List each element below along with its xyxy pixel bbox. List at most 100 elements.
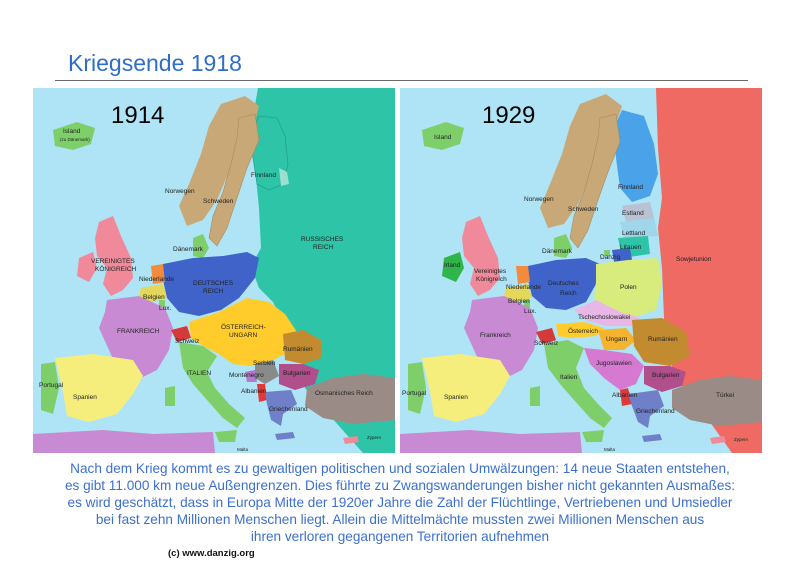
label-poland-1929: Polen	[620, 284, 637, 291]
label-austria-1914-b: UNGARN	[229, 332, 258, 339]
region-germany	[528, 258, 600, 310]
label-soviet-union-1929: Sowjetunion	[676, 256, 712, 263]
region-sweden	[569, 113, 621, 249]
region-aland	[279, 168, 289, 186]
label-montenegro-1914: Montenegro	[229, 372, 264, 379]
map-1914: 1914 Island (zu Dänemark) Norwegen Schwe…	[33, 88, 395, 453]
label-italy-1929: Italien	[560, 374, 578, 381]
region-sardinia	[165, 386, 175, 406]
caption-line: es wird geschätzt, dass in Europa Mitte …	[67, 495, 733, 510]
region-sardinia	[530, 386, 540, 406]
label-germany-1929-b: Reich	[560, 290, 577, 297]
label-russia-1914-a: RUSSISCHES	[301, 236, 344, 243]
map-1914-svg	[33, 88, 395, 453]
region-uk	[462, 216, 500, 296]
caption-text: Nach dem Krieg kommt es zu gewaltigen po…	[14, 460, 786, 545]
label-ottoman-1914: Osmanisches Reich	[315, 390, 373, 397]
label-france-1929: Frankreich	[480, 332, 511, 339]
region-czechoslovakia	[574, 300, 640, 326]
label-greece-1929: Griechenland	[636, 408, 675, 415]
region-belgium	[504, 284, 532, 302]
region-sicily	[215, 430, 237, 442]
region-sicily	[582, 430, 604, 442]
label-albania-1914: Albanien	[241, 388, 267, 395]
label-germany-1914-a: DEUTSCHES	[193, 280, 234, 287]
region-serbia	[255, 360, 279, 384]
caption-line: ihren verloren gegangenen Territorien au…	[250, 529, 550, 544]
region-crete	[642, 434, 662, 442]
region-latvia	[620, 218, 658, 238]
region-greece	[628, 390, 664, 428]
region-turkey	[672, 376, 762, 426]
label-switzerland-1914: Schweiz	[175, 338, 200, 345]
label-greece-1914: Griechenland	[269, 406, 308, 413]
label-malta-1929: Malta	[604, 447, 616, 452]
label-romania-1914: Rumänien	[283, 346, 313, 353]
label-sweden-1914: Schweden	[203, 198, 234, 205]
copyright-notice: (c) www.danzig.org	[168, 548, 255, 559]
label-uk-1914-b: KÖNIGREICH	[95, 266, 137, 273]
label-spain-1929: Spanien	[444, 394, 468, 401]
region-cyprus	[710, 436, 726, 444]
label-uk-1914-a: VEREINIGTES	[91, 258, 135, 265]
map-1929: 1929 Island Irland Norwegen Schweden Fin…	[400, 88, 762, 453]
region-albania	[620, 388, 632, 406]
region-spain	[422, 354, 510, 422]
region-italy	[544, 340, 612, 428]
region-north-africa	[400, 430, 582, 453]
region-east-prussia	[612, 248, 632, 262]
label-danzig-1929: Danzig	[600, 254, 621, 261]
label-bulgaria-1929: Bulgarien	[652, 372, 680, 379]
label-hungary-1929: Ungarn	[606, 336, 628, 343]
caption-line: es gibt 11.000 km neue Außengrenzen. Die…	[64, 478, 736, 493]
label-ireland-1929: Irland	[444, 262, 461, 269]
label-france-1914: FRANKREICH	[117, 328, 160, 335]
region-ireland	[77, 252, 97, 282]
region-finland	[614, 110, 658, 202]
region-netherlands	[151, 264, 165, 284]
label-denmark-1914: Dänemark	[173, 246, 203, 253]
label-austria-1914-a: ÖSTERREICH-	[221, 324, 266, 331]
region-soviet-union	[656, 88, 762, 453]
label-italy-1914: ITALIEN	[187, 370, 212, 377]
region-ottoman	[305, 374, 395, 424]
label-sweden-1929: Schweden	[568, 206, 599, 213]
region-cyprus	[343, 436, 359, 444]
region-sweden	[208, 113, 260, 247]
page-title: Kriegsende 1918	[68, 50, 242, 76]
region-ireland	[442, 252, 464, 282]
caption-line: Nach dem Krieg kommt es zu gewaltigen po…	[70, 461, 730, 476]
label-turkey-1929: Türkei	[716, 392, 735, 399]
region-crete	[275, 432, 295, 440]
label-spain-1914: Spanien	[73, 394, 97, 401]
label-luxembourg-1914: Lux.	[159, 305, 172, 312]
label-netherlands-1929: Niederlande	[506, 284, 542, 291]
region-portugal	[41, 362, 59, 414]
region-romania	[632, 318, 690, 366]
label-switzerland-1929: Schweiz	[534, 340, 559, 347]
region-denmark	[554, 234, 572, 258]
region-netherlands	[516, 266, 530, 284]
label-finland-1914: Finnland	[251, 172, 276, 179]
label-albania-1929: Albanien	[612, 392, 638, 399]
region-danzig	[604, 250, 610, 256]
region-poland	[594, 258, 662, 318]
region-bulgaria	[279, 364, 319, 390]
label-portugal-1914: Portugal	[39, 382, 64, 389]
label-iceland-1914: Island	[63, 128, 81, 135]
label-netherlands-1914: Niederlande	[139, 276, 175, 283]
label-russia-1914-b: REICH	[313, 244, 334, 251]
year-label-1929: 1929	[482, 102, 536, 129]
region-hungary	[598, 328, 636, 350]
region-albania	[257, 384, 267, 402]
label-denmark-1929: Dänemark	[542, 248, 572, 255]
label-latvia-1929: Lettland	[622, 230, 646, 237]
region-uk	[95, 216, 133, 296]
label-uk-1929-a: Vereinigtes	[474, 268, 507, 275]
region-greece	[265, 390, 297, 426]
region-estonia	[622, 202, 654, 222]
region-iceland	[422, 122, 464, 150]
label-germany-1914-b: REICH	[203, 288, 224, 295]
label-serbia-1914: Serbien	[253, 360, 276, 367]
region-bulgaria	[644, 366, 686, 392]
